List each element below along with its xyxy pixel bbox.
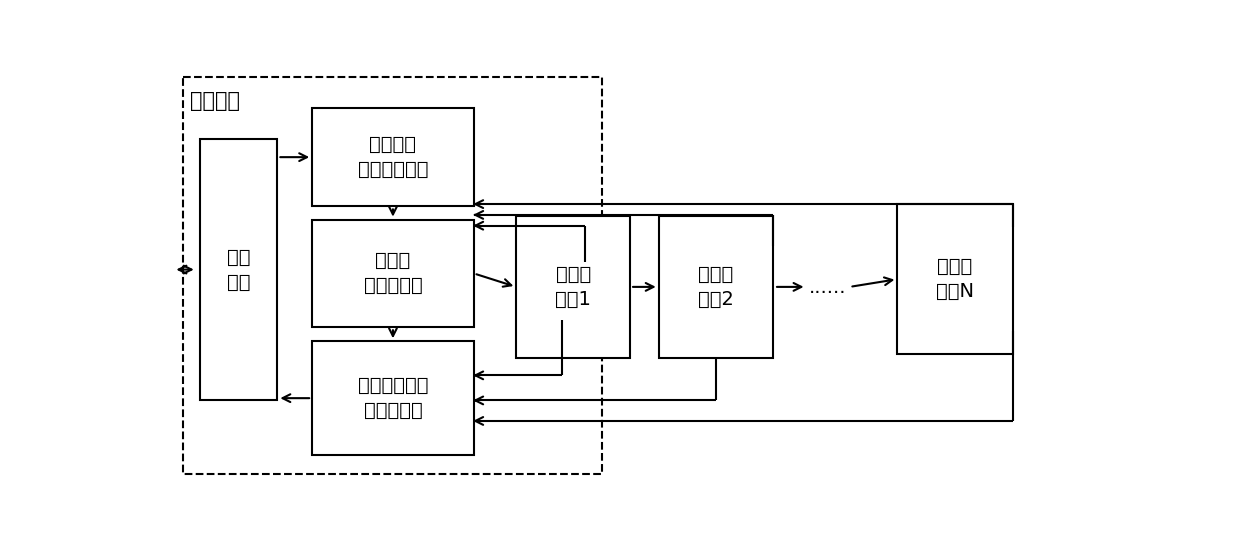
Text: 控制信号
接收处理单元: 控制信号 接收处理单元 <box>357 135 428 179</box>
Text: 半导体
器件2: 半导体 器件2 <box>698 265 734 309</box>
Bar <box>658 216 773 358</box>
Bar <box>516 216 630 358</box>
Text: 接口
电路: 接口 电路 <box>227 247 250 292</box>
Bar <box>312 219 474 327</box>
Bar <box>898 204 1013 354</box>
Text: 驱动电路: 驱动电路 <box>191 91 241 111</box>
Text: ......: ...... <box>810 278 847 297</box>
Bar <box>201 139 278 400</box>
Text: 大容量
驱动器单元: 大容量 驱动器单元 <box>363 251 423 295</box>
Text: 半导体
器件N: 半导体 器件N <box>936 257 975 301</box>
Bar <box>182 77 603 473</box>
Text: 故障信号处理
及反馈单元: 故障信号处理 及反馈单元 <box>357 376 428 420</box>
Text: 半导体
器件1: 半导体 器件1 <box>556 265 591 309</box>
Bar <box>312 108 474 206</box>
Bar <box>312 341 474 455</box>
